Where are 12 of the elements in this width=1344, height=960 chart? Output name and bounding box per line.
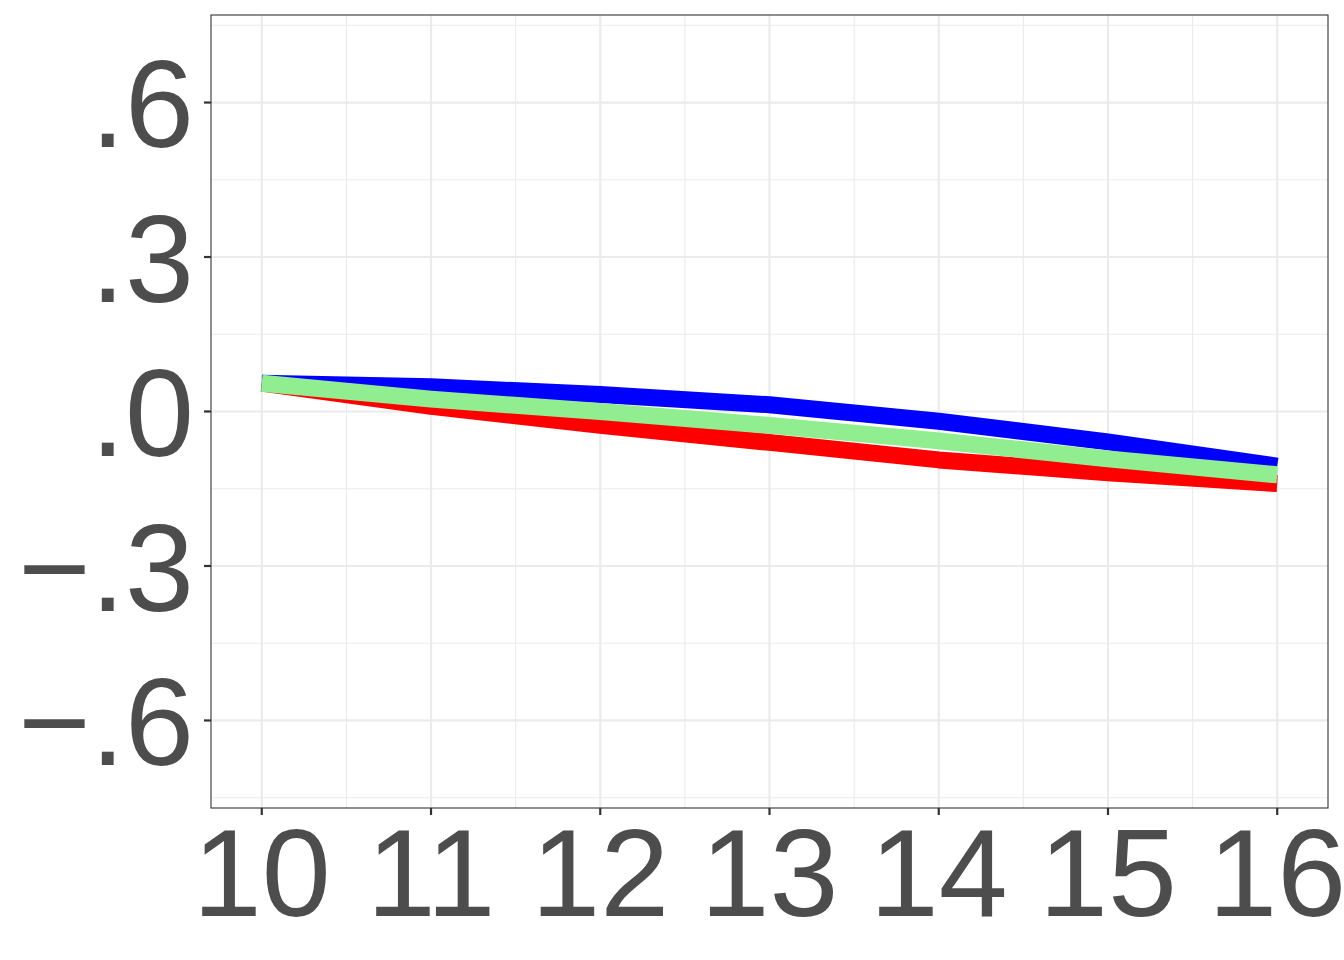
x-tick-label: 10 (192, 804, 331, 942)
x-tick-label: 16 (1208, 804, 1344, 942)
y-tick-label: .3 (90, 189, 194, 328)
x-tick-label: 11 (366, 804, 496, 942)
x-tick-label: 12 (531, 804, 670, 942)
x-tick-label: 14 (869, 804, 1008, 942)
y-tick-label: −.3 (18, 498, 194, 637)
y-tick-label: −.6 (18, 653, 194, 792)
x-tick-label: 15 (1039, 804, 1177, 942)
y-tick-label: .6 (90, 35, 194, 174)
y-tick-label: .0 (90, 344, 194, 483)
x-tick-label: 13 (700, 804, 839, 942)
